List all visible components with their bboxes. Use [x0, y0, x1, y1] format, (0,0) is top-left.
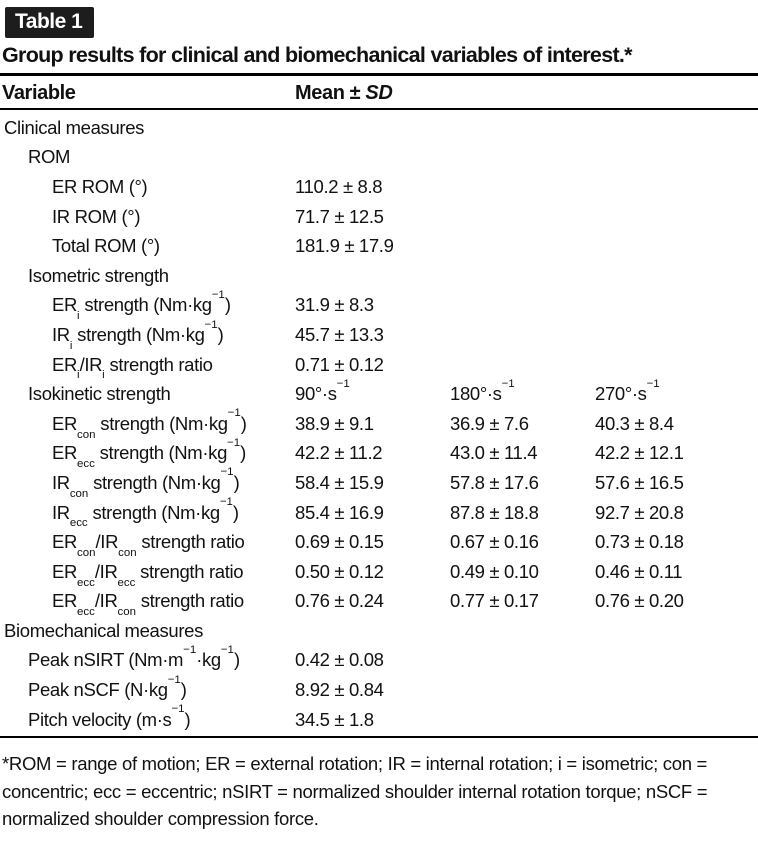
table-row: IRi strength (Nm·kg−1) 45.7 ± 13.3: [0, 318, 758, 352]
row-value: 38.9 ± 9.1: [295, 412, 374, 434]
row-value: 45.7 ± 13.3: [295, 323, 384, 345]
row-value: 85.4 ± 16.9: [295, 501, 384, 523]
row-label: IRi strength (Nm·kg−1): [52, 318, 224, 352]
title-divider: [0, 73, 758, 76]
row-label: Isometric strength: [28, 264, 169, 286]
row-label: Isokinetic strength: [28, 383, 171, 405]
table-row: Total ROM (°) 181.9 ± 17.9: [0, 231, 758, 261]
row-value: 0.76 ± 0.24: [295, 590, 384, 612]
table-row: ERi strength (Nm·kg−1) 31.9 ± 8.3: [0, 288, 758, 323]
row-label: ERecc/IRcon strength ratio: [52, 590, 244, 619]
table-header-row: Variable Mean ± SD: [0, 78, 758, 108]
header-divider: [0, 108, 758, 110]
row-value: 57.8 ± 17.6: [450, 471, 539, 493]
row-label: Peak nSCF (N·kg−1): [28, 673, 187, 701]
row-value: 0.73 ± 0.18: [595, 531, 684, 553]
row-value: 43.0 ± 11.4: [450, 442, 538, 464]
row-value: 0.49 ± 0.10: [450, 560, 539, 582]
row-label: ERecc strength (Nm·kg−1): [52, 436, 246, 471]
row-label: IRecc strength (Nm·kg−1): [52, 496, 239, 530]
table-row: ERecc/IRecc strength ratio 0.50 ± 0.12 0.4…: [0, 557, 758, 589]
row-value: 0.76 ± 0.20: [595, 590, 684, 612]
table-row: IR ROM (°) 71.7 ± 12.5: [0, 202, 758, 232]
table-row: IRcon strength (Nm·kg−1) 58.4 ± 15.9 57.8 …: [0, 466, 758, 500]
row-label: IR ROM (°): [52, 205, 141, 227]
table-footnote: *ROM = range of motion; ER = external ro…: [2, 753, 708, 829]
table-number-badge: Table 1: [5, 7, 95, 38]
row-label: ERi/IRi strength ratio: [52, 353, 213, 382]
row-value: 0.46 ± 0.11: [595, 560, 683, 582]
row-value: 71.7 ± 12.5: [295, 205, 384, 227]
table-row: Isokinetic strength 90°·s−1 180°·s−1 270°·s…: [0, 377, 758, 409]
table-row: ERecc/IRcon strength ratio 0.76 ± 0.24 0.7…: [0, 587, 758, 619]
table-title: Group results for clinical and biomechan…: [2, 43, 633, 67]
column-header-variable: Variable: [2, 81, 76, 104]
row-value: 0.67 ± 0.16: [450, 531, 539, 553]
row-label: Peak nSIRT (Nm·m−1·kg−1): [28, 644, 240, 671]
row-label: ROM: [28, 146, 71, 168]
table-row: Pitch velocity (m·s−1) 34.5 ± 1.8: [0, 703, 758, 735]
row-value: 181.9 ± 17.9: [295, 235, 394, 257]
table-body: Clinical measures ROM ER ROM (°) 110.2 ± 8.…: [0, 113, 758, 734]
row-label: Pitch velocity (m·s−1): [28, 703, 191, 730]
row-value: 270°·s−1: [595, 377, 660, 405]
row-value: 0.77 ± 0.17: [450, 590, 539, 612]
row-label: ERi strength (Nm·kg−1): [52, 288, 231, 323]
table-row: ERcon/IRcon strength ratio 0.69 ± 0.15 0.6…: [0, 527, 758, 559]
row-value: 31.9 ± 8.3: [295, 294, 374, 316]
row-value: 92.7 ± 20.8: [595, 501, 684, 523]
row-label: ERcon/IRcon strength ratio: [52, 531, 245, 559]
row-label: Total ROM (°): [52, 235, 160, 257]
row-value: 58.4 ± 15.9: [295, 471, 384, 493]
row-value: 110.2 ± 8.8: [295, 175, 383, 197]
table-row: ER ROM (°) 110.2 ± 8.8: [0, 172, 758, 202]
row-value: 0.50 ± 0.12: [295, 560, 384, 582]
table-row: Biomechanical measures: [0, 616, 758, 646]
table-row: ERecc strength (Nm·kg−1) 42.2 ± 11.2 43.0 …: [0, 436, 758, 471]
table-row: IRecc strength (Nm·kg−1) 85.4 ± 16.9 87.8 …: [0, 496, 758, 530]
table-row: ERi/IRi strength ratio 0.71 ± 0.12: [0, 350, 758, 382]
row-value: 8.92 ± 0.84: [295, 679, 384, 701]
row-value: 42.2 ± 11.2: [295, 442, 383, 464]
row-label: ERcon strength (Nm·kg−1): [52, 407, 247, 441]
row-label: Biomechanical measures: [4, 619, 203, 641]
row-value: 0.69 ± 0.15: [295, 531, 384, 553]
row-label: IRcon strength (Nm·kg−1): [52, 466, 240, 500]
row-value: 0.71 ± 0.12: [295, 353, 384, 375]
column-header-mean-sd: Mean ± SD: [295, 81, 393, 104]
row-value: 40.3 ± 8.4: [595, 412, 674, 434]
row-value: 34.5 ± 1.8: [295, 708, 374, 730]
table-row: ERcon strength (Nm·kg−1) 38.9 ± 9.1 36.9 ±…: [0, 407, 758, 441]
table-row: Clinical measures: [0, 113, 758, 143]
row-value: 87.8 ± 18.8: [450, 501, 539, 523]
row-value: 57.6 ± 16.5: [595, 471, 684, 493]
row-value: 36.9 ± 7.6: [450, 412, 529, 434]
row-label: ER ROM (°): [52, 175, 148, 197]
table-row: ROM: [0, 143, 758, 173]
row-value: 180°·s−1: [450, 377, 515, 405]
footer-divider: [0, 736, 758, 738]
row-label: ERecc/IRecc strength ratio: [52, 560, 244, 589]
table-row: Peak nSCF (N·kg−1) 8.92 ± 0.84: [0, 673, 758, 705]
table-row: Peak nSIRT (Nm·m−1·kg−1) 0.42 ± 0.08: [0, 644, 758, 676]
table-row: Isometric strength: [0, 261, 758, 291]
row-label: Clinical measures: [4, 116, 145, 138]
row-value: 0.42 ± 0.08: [295, 649, 384, 671]
row-value: 42.2 ± 12.1: [595, 442, 684, 464]
row-value: 90°·s−1: [295, 377, 350, 405]
